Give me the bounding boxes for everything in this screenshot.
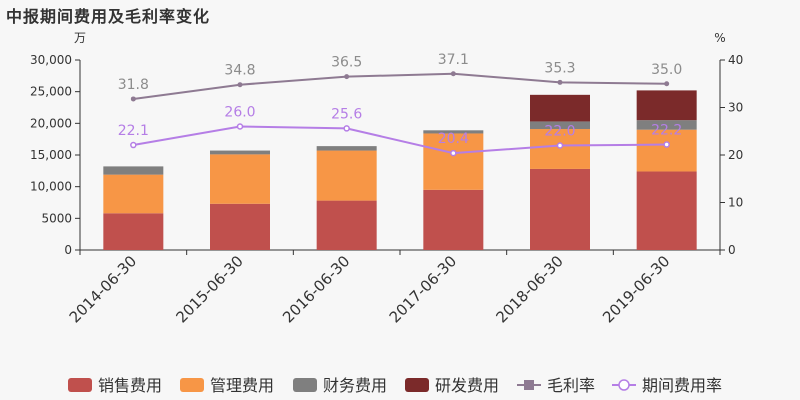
expense-ratio-point [451,151,456,156]
legend-marker [619,380,629,390]
bar-segment [317,151,377,201]
y-right-tick-label: 0 [728,243,736,257]
chart-svg: 0 5000 10,000 15,000 20,000 25,000 30,000 0 10 20… [0,0,800,400]
expense-ratio-data-label: 20.4 [438,131,469,147]
legend-swatch [180,378,204,392]
expense-ratio-data-label: 22.1 [118,123,149,139]
x-category-label: 2014-06-30 [66,252,140,326]
gross-margin-point [238,82,243,87]
expense-ratio-data-label: 22.2 [651,123,682,139]
expense-ratio-point [131,143,136,148]
y-right-tick-label: 10 [728,196,743,210]
gross-margin-data-label: 35.3 [544,60,575,76]
expense-ratio-point [238,124,243,129]
y-left-tick-label: 5000 [41,211,72,225]
x-category-label: 2017-06-30 [386,252,460,326]
legend-label: 管理费用 [210,376,274,395]
lines: 31.8 34.8 36.5 37.1 35.3 35.0 22.1 26.0 25.6 20.4… [118,52,683,156]
expense-ratio-data-label: 22.0 [544,124,575,140]
bar-segment [317,146,377,150]
legend-swatch [68,378,92,392]
bar-segment [210,151,270,155]
bar-segment [637,171,697,250]
legend-label: 期间费用率 [642,376,722,395]
y-left-tick-label: 0 [64,243,72,257]
bar-segment [637,90,697,120]
expense-ratio-point [558,143,563,148]
x-category-label: 2015-06-30 [172,252,246,326]
gross-margin-point [558,80,563,85]
bar-segment [103,213,163,250]
legend-swatch [405,378,429,392]
gross-margin-data-label: 34.8 [224,63,255,79]
x-category-label: 2019-06-30 [599,252,673,326]
bar-segment [210,154,270,203]
bars [103,90,696,250]
legend-label: 研发费用 [435,376,499,395]
bar-segment [423,190,483,250]
legend-marker [524,380,534,390]
y-left-tick-label: 10,000 [30,180,72,194]
y-right-tick-label: 30 [728,101,743,115]
legend-label: 毛利率 [547,376,595,395]
bar-segment [530,169,590,250]
y-left-tick-label: 15,000 [30,148,72,162]
gross-margin-data-label: 35.0 [651,62,682,78]
expense-ratio-point [344,126,349,131]
y-left-tick-label: 20,000 [30,116,72,130]
legend-swatch [293,378,317,392]
legend: 销售费用 管理费用 财务费用 研发费用 毛利率 期间费用率 [68,376,722,395]
gross-margin-point [664,81,669,86]
expense-ratio-data-label: 26.0 [224,105,255,121]
bar-segment [103,166,163,174]
gross-margin-data-label: 37.1 [438,52,469,68]
expense-ratio-point [664,142,669,147]
y-left-tick-label: 30,000 [30,53,72,67]
y-right-tick-label: 20 [728,148,743,162]
bar-segment [317,201,377,250]
y-left-unit: 万 [74,31,86,45]
gross-margin-point [344,74,349,79]
y-right-unit: % [714,31,725,45]
gross-margin-data-label: 36.5 [331,55,362,71]
expense-ratio-data-label: 25.6 [331,106,362,122]
gross-margin-point [131,96,136,101]
legend-label: 财务费用 [323,376,387,395]
x-category-label: 2018-06-30 [492,252,566,326]
bar-segment [210,204,270,250]
bar-segment [530,95,590,122]
y-right-tick-label: 40 [728,53,743,67]
legend-label: 销售费用 [98,376,162,395]
gross-margin-data-label: 31.8 [118,77,149,93]
x-category-label: 2016-06-30 [279,252,353,326]
bar-segment [103,175,163,214]
y-left-tick-label: 25,000 [30,85,72,99]
gross-margin-point [451,71,456,76]
